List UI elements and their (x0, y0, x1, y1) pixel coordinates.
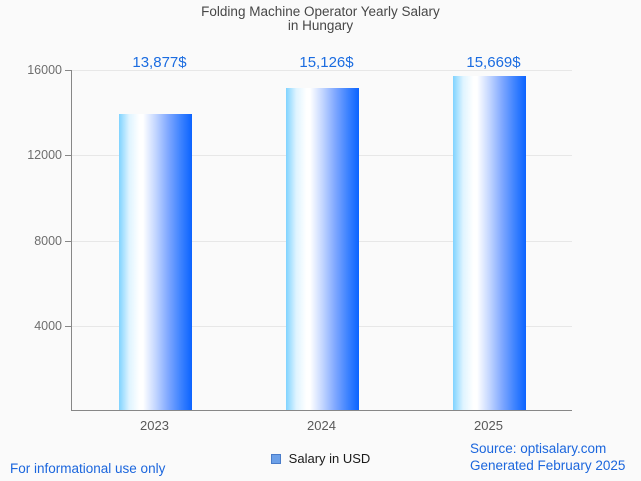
chart-title-line1: Folding Machine Operator Yearly Salary (201, 4, 440, 19)
plot-area (65, 70, 572, 411)
chart-title-line2: in Hungary (287, 18, 354, 33)
chart-title: Folding Machine Operator Yearly Salary i… (0, 5, 641, 33)
x-tick-label-2024: 2024 (307, 418, 336, 433)
y-axis-tick-16000 (65, 70, 71, 71)
x-tick-label-2023: 2023 (140, 418, 169, 433)
source-text: Source: optisalary.com (470, 441, 607, 456)
y-axis-tick-12000 (65, 155, 71, 157)
gridline-16000 (72, 70, 572, 71)
bar-2024 (286, 87, 359, 410)
y-tick-label-12000: 12000 (27, 148, 62, 163)
bar-2023 (119, 114, 192, 410)
chart-legend: Salary in USD (0, 451, 641, 466)
disclaimer-text: For informational use only (10, 461, 166, 476)
y-tick-label-16000: 16000 (27, 63, 62, 77)
x-tick-label-2025: 2025 (474, 418, 503, 433)
legend-swatch-icon (270, 453, 281, 464)
y-axis-tick-4000 (65, 325, 71, 327)
y-tick-label-8000: 8000 (34, 233, 62, 248)
legend-label: Salary in USD (288, 451, 371, 466)
y-tick-label-4000: 4000 (34, 318, 62, 333)
bar-value-label-2023: 13,877$ (132, 54, 187, 71)
bar-2025 (453, 76, 526, 410)
bar-value-label-2025: 15,669$ (466, 54, 521, 71)
generated-text: Generated February 2025 (470, 458, 626, 473)
y-axis-tick-8000 (65, 240, 71, 242)
bar-value-label-2024: 15,126$ (299, 54, 354, 71)
source-block: Source: optisalary.com Generated Februar… (470, 440, 625, 474)
